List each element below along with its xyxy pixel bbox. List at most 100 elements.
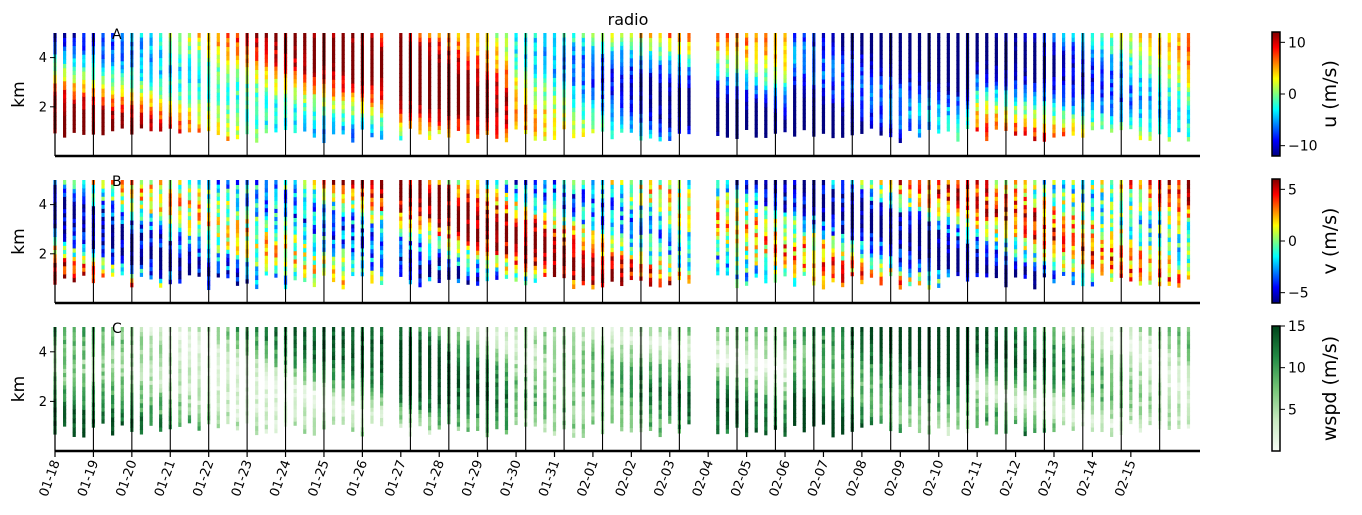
data-cell	[620, 37, 624, 42]
data-cell	[159, 233, 163, 239]
data-cell	[764, 119, 768, 125]
y-tick-label: 2	[39, 100, 47, 115]
data-cell	[783, 98, 787, 104]
data-cell	[1138, 33, 1143, 39]
data-cell	[1013, 75, 1018, 81]
data-cell	[514, 33, 518, 38]
data-cell	[1033, 104, 1037, 110]
data-cell	[821, 120, 826, 126]
data-cell	[82, 87, 86, 93]
data-cell	[476, 228, 480, 234]
data-cell	[466, 275, 470, 281]
data-cell	[1177, 94, 1181, 100]
data-cell	[120, 33, 124, 38]
data-cell	[860, 210, 864, 216]
data-cell	[1013, 109, 1018, 115]
data-cell	[956, 64, 960, 70]
data-cell	[581, 50, 585, 56]
data-cell	[428, 130, 432, 136]
data-cell	[917, 236, 922, 242]
data-cell	[341, 33, 345, 38]
data-cell	[139, 72, 144, 78]
data-cell	[648, 277, 653, 283]
data-cell	[63, 89, 67, 95]
data-cell	[1013, 84, 1018, 89]
data-cell	[312, 188, 316, 194]
data-cell	[312, 124, 316, 129]
data-cell	[504, 73, 509, 79]
data-cell	[72, 243, 76, 249]
data-cell	[159, 197, 163, 203]
data-cell	[197, 57, 201, 63]
data-cell	[197, 41, 201, 46]
data-cell	[1129, 72, 1133, 78]
data-cell	[687, 129, 691, 135]
data-cell	[533, 214, 537, 219]
data-cell	[831, 273, 835, 279]
data-cell	[1062, 80, 1066, 85]
data-cell	[293, 234, 297, 239]
data-cell	[898, 225, 902, 231]
data-cell	[101, 105, 105, 110]
data-cell	[331, 180, 336, 185]
data-cell	[668, 241, 672, 247]
data-cell	[399, 50, 403, 56]
data-cell	[793, 110, 797, 116]
data-cell	[620, 78, 624, 84]
data-cell	[370, 71, 374, 77]
data-cell	[1023, 84, 1027, 89]
data-cell	[303, 184, 307, 190]
data-cell	[668, 77, 672, 83]
data-cell	[303, 94, 307, 99]
data-cell	[591, 225, 595, 231]
data-cell	[255, 64, 259, 70]
data-cell	[418, 211, 422, 217]
data-cell	[898, 193, 902, 199]
data-cell	[226, 131, 230, 137]
data-cell	[255, 92, 259, 98]
data-cell	[898, 202, 902, 208]
data-cell	[802, 263, 806, 268]
data-cell	[418, 282, 422, 288]
data-cell	[591, 116, 595, 121]
data-cell	[495, 41, 499, 47]
data-cell	[1167, 109, 1171, 115]
data-cell	[120, 80, 124, 86]
data-cell	[139, 40, 144, 46]
data-cell	[351, 235, 355, 241]
data-cell	[658, 184, 662, 190]
data-cell	[869, 64, 874, 70]
data-cell	[514, 205, 518, 211]
data-cell	[1100, 36, 1104, 42]
data-cell	[331, 192, 336, 198]
data-cell	[351, 96, 355, 102]
data-cell	[1033, 50, 1037, 56]
data-cell	[197, 272, 201, 277]
data-cell	[860, 91, 864, 97]
data-cell	[139, 228, 144, 233]
data-cell	[476, 129, 480, 135]
data-cell	[264, 215, 268, 221]
data-cell	[264, 33, 268, 38]
data-cell	[379, 125, 384, 131]
data-cell	[82, 231, 86, 237]
data-cell	[658, 136, 662, 142]
data-cell	[917, 280, 922, 286]
data-cell	[428, 234, 432, 240]
data-cell	[802, 243, 806, 249]
data-cell	[648, 215, 653, 221]
data-cell	[370, 184, 374, 190]
data-cell	[1177, 41, 1181, 46]
data-cell	[831, 67, 835, 73]
data-cell	[1186, 104, 1191, 111]
data-cell	[1148, 95, 1152, 101]
data-cell	[351, 33, 355, 39]
data-cell	[418, 49, 422, 55]
data-cell	[264, 270, 268, 276]
data-cell	[917, 267, 922, 273]
data-cell	[552, 196, 557, 201]
data-cell	[543, 100, 547, 106]
data-cell	[783, 211, 787, 217]
data-cell	[379, 86, 384, 92]
